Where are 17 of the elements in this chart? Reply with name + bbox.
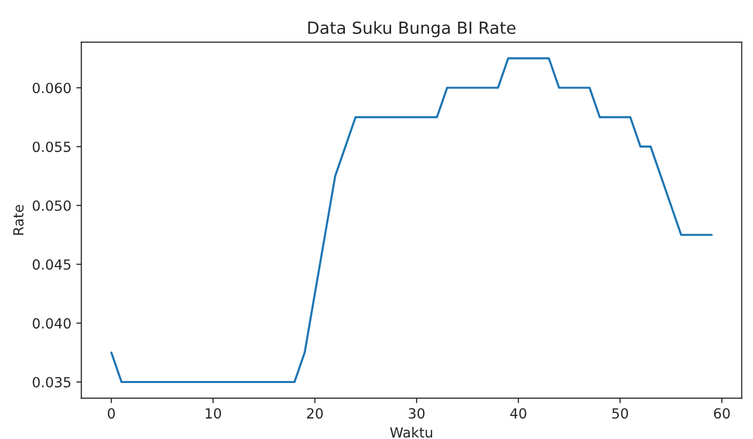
x-tick-label: 0 (108, 408, 115, 419)
line-series (110, 57, 713, 384)
chart-title: Data Suku Bunga BI Rate (308, 21, 516, 38)
y-tick-label: 0.035 (32, 376, 70, 388)
y-tick-label: 0.050 (32, 200, 71, 211)
x-tick-label: 30 (408, 408, 425, 419)
y-tick-label: 0.045 (32, 259, 70, 270)
y-axis-title: Rate (13, 204, 24, 235)
x-axis-title: Waktu (390, 426, 432, 438)
x-tick-label: 60 (714, 408, 730, 419)
x-tick-label: 40 (510, 408, 526, 419)
x-tick-label: 10 (206, 408, 222, 419)
x-tick-label: 20 (307, 408, 323, 419)
x-tick-label: 50 (612, 408, 628, 419)
y-tick-label: 0.055 (32, 142, 70, 152)
y-tick-label: 0.040 (32, 318, 71, 329)
y-tick-label: 0.060 (32, 82, 71, 94)
